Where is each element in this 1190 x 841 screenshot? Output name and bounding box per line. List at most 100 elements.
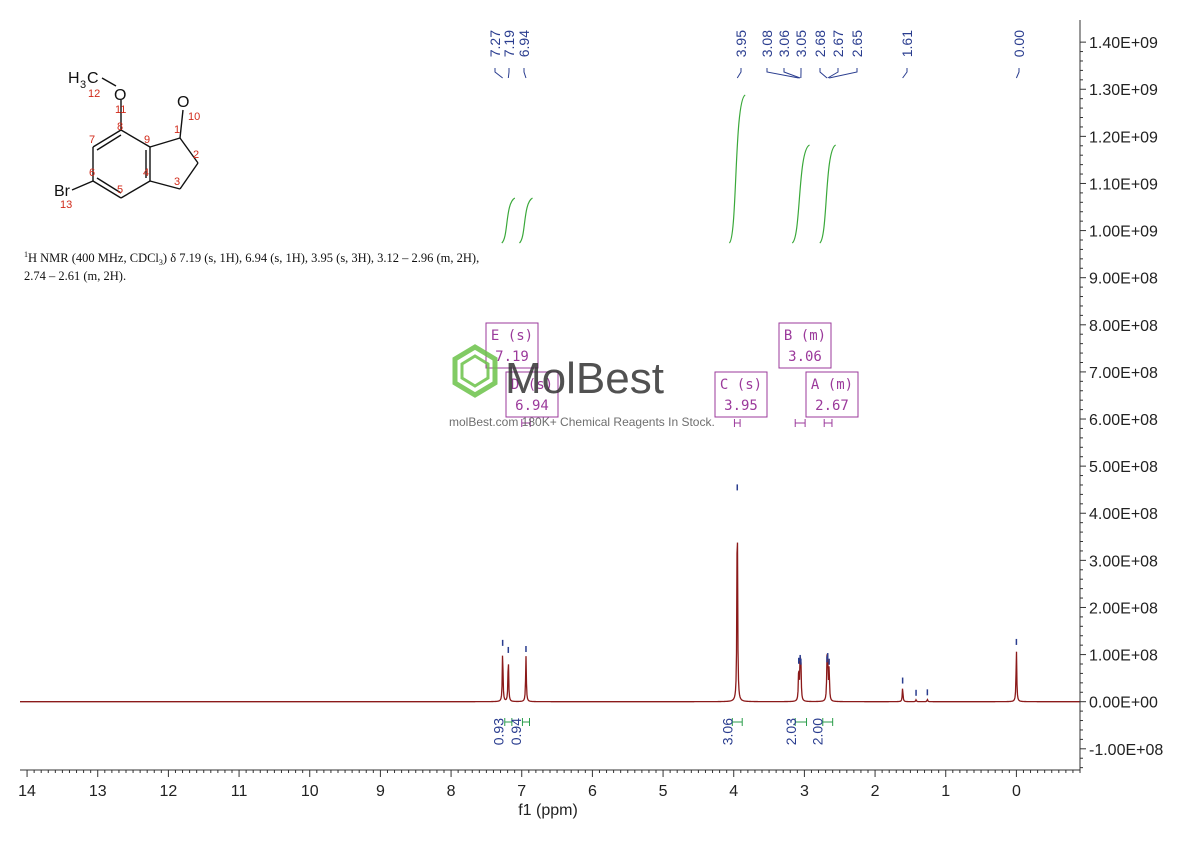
x-tick-label: 12 [160,783,178,800]
atom-number-11: 11 [115,104,126,116]
peak-label: 3.05 [793,30,809,57]
atom-number-4: 4 [143,167,149,179]
x-tick-label: 6 [588,783,597,800]
ketone-oxygen-label: O [177,94,189,111]
multiplet-label: E (s) [491,328,533,344]
atom-number-12: 12 [88,88,100,100]
nmr-sub: 3 [159,258,163,267]
multiplet-boxes: E (s) 7.19 D (s) 6.94 C (s) 3.95 B (m) 3.06 A (m… [485,322,859,427]
peak-label: 6.94 [516,30,532,57]
x-tick-label: 3 [800,783,809,800]
peak-connector [783,68,801,79]
y-tick-label: 1.00E+09 [1089,224,1158,241]
y-tick-label: 3.00E+08 [1089,553,1158,570]
x-tick-label: 9 [376,783,385,800]
bromine-label: Br [54,183,71,200]
x-tick-label: 5 [659,783,668,800]
watermark-brand: MolBest [505,354,664,403]
multiplet-shift: 2.67 [815,398,849,414]
methyl-c-label: C [87,70,99,87]
atom-number-1: 1 [174,124,180,136]
integral-value: 3.06 [719,718,735,745]
y-tick-label: 1.10E+09 [1089,176,1158,193]
spectrum-layer [20,484,1080,703]
peak-label: 3.06 [776,30,792,57]
atom-number-9: 9 [144,134,150,146]
x-tick-label: 2 [871,783,880,800]
peak-connector [829,68,858,79]
peak-label: 7.27 [487,30,503,57]
x-tick-label: 4 [729,783,738,800]
peak-connector [523,68,527,79]
y-axis: 1.40E+09 1.30E+09 1.20E+09 1.10E+09 1.00E+09… [1079,20,1163,770]
y-tick-label: -1.00E+08 [1089,742,1163,759]
multiplet-shift: 7.19 [495,349,529,365]
multiplet-label: D (s) [511,377,553,393]
multiplet-label: A (m) [811,377,853,393]
multiplet-box [778,322,832,369]
y-tick-label: 8.00E+08 [1089,318,1158,335]
integral-curve [501,197,516,244]
x-tick-label: 8 [447,783,456,800]
peak-label: 3.08 [759,30,775,57]
integral-curve [791,144,810,244]
atom-number-5: 5 [117,184,123,196]
nmr-description-line2: 2.74 – 2.61 (m, 2H). [24,269,126,283]
y-tick-label: 4.00E+08 [1089,506,1158,523]
integral-value: 0.93 [490,718,506,745]
multiplet-shift: 6.94 [515,398,549,414]
multiplet-label: C (s) [720,377,762,393]
y-tick-label: 1.00E+08 [1089,648,1158,665]
multiplet-shift: 3.95 [724,398,758,414]
atom-number-7: 7 [89,134,95,146]
y-tick-label: 1.20E+09 [1089,129,1158,146]
integral-curve [518,197,533,244]
watermark: MolBest molBest.com 180K+ Chemical Reage… [449,344,715,429]
y-tick-label: 7.00E+08 [1089,365,1158,382]
integral-value: 2.00 [810,718,826,745]
integral-value: 2.03 [783,718,799,745]
multiplet-box [714,371,768,418]
methyl-subscript: 3 [80,79,86,91]
x-tick-label: 14 [18,783,36,800]
nmr-description-line1: 1H NMR (400 MHz, CDCl3) δ 7.19 (s, 1H), … [24,250,479,267]
atom-number-2: 2 [193,149,199,161]
watermark-logo-icon [452,344,498,398]
atom-number-10: 10 [188,111,200,123]
chemical-structure: O O Br H 3 C 12 11 10 1 2 3 4 5 6 7 8 9 … [54,70,200,211]
x-tick-label: 0 [1012,783,1021,800]
peak-label: 7.19 [501,30,517,57]
y-tick-label: 5.00E+08 [1089,459,1158,476]
peak-label: 1.61 [899,30,915,57]
multiplet-shift: 3.06 [788,349,822,365]
x-tick-label: 10 [301,783,319,800]
y-tick-label: 2.00E+08 [1089,600,1158,617]
peak-connector [736,68,742,79]
multiplet-label: B (m) [784,328,826,344]
peak-connector [827,68,839,79]
methoxy-oxygen-label: O [114,87,126,104]
spectrum-trace [20,542,1080,703]
peak-label: 2.68 [812,30,828,57]
y-tick-label: 0.00E+00 [1089,695,1158,712]
atom-number-13: 13 [60,199,72,211]
x-tick-label: 11 [231,783,248,800]
multiplet-box [505,371,559,418]
integral-curve [728,94,746,244]
x-tick-label: 13 [89,783,107,800]
peak-labels: 7.277.19 6.94 3.95 3.08 3.06 3.05 2.68 2.67 2.65… [487,30,1027,79]
peak-connector [902,68,908,79]
integral-curves [501,94,837,244]
x-axis-label: f1 (ppm) [518,802,578,819]
peak-connector [1015,68,1020,79]
peak-label: 3.95 [733,30,749,57]
integral-curve [819,144,837,244]
peak-label: 2.67 [830,30,846,57]
x-tick-label: 1 [941,783,950,800]
atom-number-6: 6 [89,167,95,179]
x-axis: 14 13 12 11 10 9 8 7 6 5 4 3 2 1 0 [18,769,1081,800]
y-tick-label: 9.00E+08 [1089,271,1158,288]
integral-bars: 0.93 0.94 3.06 2.03 2.00 [490,718,834,745]
integral-value: 0.94 [508,718,524,745]
